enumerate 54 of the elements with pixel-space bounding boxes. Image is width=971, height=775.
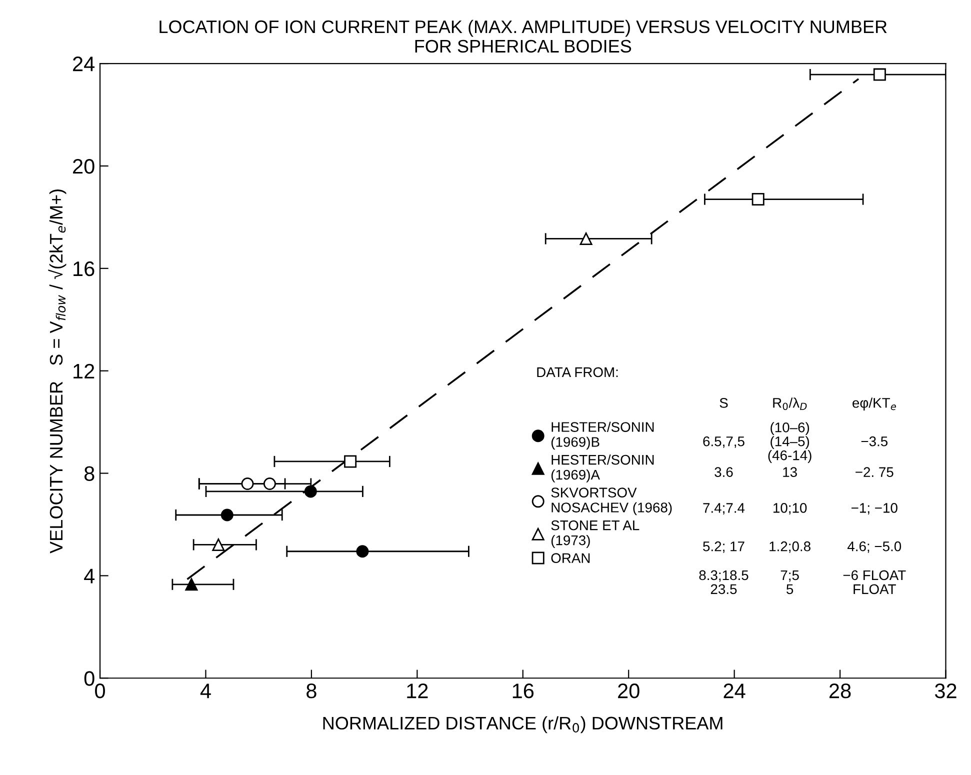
point bbox=[304, 485, 317, 498]
legend-label: SKVORTSOV NOSACHEV (1968) bbox=[551, 488, 672, 516]
x-axis-title: NORMALIZED DISTANCE (r/R$_{0}$) DOWNSTREAM bbox=[323, 716, 722, 734]
legend-label: ORAN bbox=[551, 553, 590, 564]
x-tick-label: 28 bbox=[830, 684, 851, 698]
point bbox=[344, 455, 357, 468]
x-tick-label: 24 bbox=[724, 684, 746, 698]
annotation: 8.3;18.5 23.5 bbox=[699, 570, 748, 594]
point bbox=[580, 232, 592, 245]
point bbox=[263, 478, 276, 490]
y-tick-label: 20 bbox=[73, 158, 94, 174]
y-tick-label: 16 bbox=[74, 261, 94, 276]
point bbox=[873, 68, 886, 81]
annotation: 4.6; −5.0 bbox=[847, 541, 902, 553]
x-tick-label: 20 bbox=[618, 684, 640, 698]
annotation: 3.6 bbox=[714, 467, 733, 477]
y-axis-title: VELOCITY NUMBER S = V$_{flow}$ / √(2kT$_{e}$/M+) bbox=[48, 189, 66, 554]
y-tick-label: 4 bbox=[84, 568, 95, 584]
annotation: 5.2; 17 bbox=[703, 541, 744, 553]
point bbox=[241, 478, 254, 490]
legend-label: HESTER/SONIN (1969)B bbox=[551, 422, 654, 450]
x-tick-label: 16 bbox=[512, 684, 534, 698]
annotation: −1; −10 bbox=[852, 503, 898, 514]
x-tick-label: 0 bbox=[95, 684, 105, 698]
annotation: DATA FROM: bbox=[537, 367, 618, 378]
x-tick-label: 8 bbox=[306, 684, 316, 698]
annotation: 10;10 bbox=[774, 503, 807, 514]
annotation: S bbox=[720, 398, 728, 408]
point bbox=[752, 193, 764, 206]
point bbox=[356, 545, 369, 558]
annotation: 6.5,7,5 bbox=[703, 436, 744, 448]
y-tick-label: 12 bbox=[74, 364, 94, 378]
annotation: 13 bbox=[783, 467, 797, 477]
y-tick-label: 0 bbox=[84, 671, 94, 686]
legend-label: HESTER/SONIN (1969)A bbox=[551, 454, 654, 482]
annotation: R$_{0}$/λ$_{D}$ bbox=[773, 398, 807, 410]
y-tick-label: 24 bbox=[73, 56, 95, 72]
annotation: 7;5 5 bbox=[780, 570, 799, 594]
annotation: −2. 75 bbox=[856, 467, 894, 477]
x-tick-label: 4 bbox=[200, 684, 211, 698]
x-tick-label: 32 bbox=[934, 684, 956, 698]
annotation: (10–6) (14–5) (46-14) bbox=[768, 422, 812, 463]
annotation: −3.5 bbox=[861, 436, 888, 446]
point bbox=[212, 538, 225, 551]
legend-label: STONE ET AL (1973) bbox=[551, 520, 640, 548]
y-tick-label: 8 bbox=[84, 466, 94, 482]
annotation: −6 FLOAT FLOAT bbox=[843, 570, 906, 594]
point bbox=[185, 578, 198, 591]
annotation: eφ/KT$_{e}$ bbox=[852, 398, 896, 411]
annotation: 7.4;7.4 bbox=[703, 503, 745, 514]
x-tick-label: 12 bbox=[407, 684, 428, 698]
point bbox=[220, 508, 234, 522]
annotation: 1.2;0.8 bbox=[770, 541, 810, 553]
chart-title: LOCATION OF ION CURRENT PEAK (MAX. AMPLITUDE) VERSUS VELOCITY NUMBER FOR SPHERICAL BODIES bbox=[160, 20, 887, 53]
